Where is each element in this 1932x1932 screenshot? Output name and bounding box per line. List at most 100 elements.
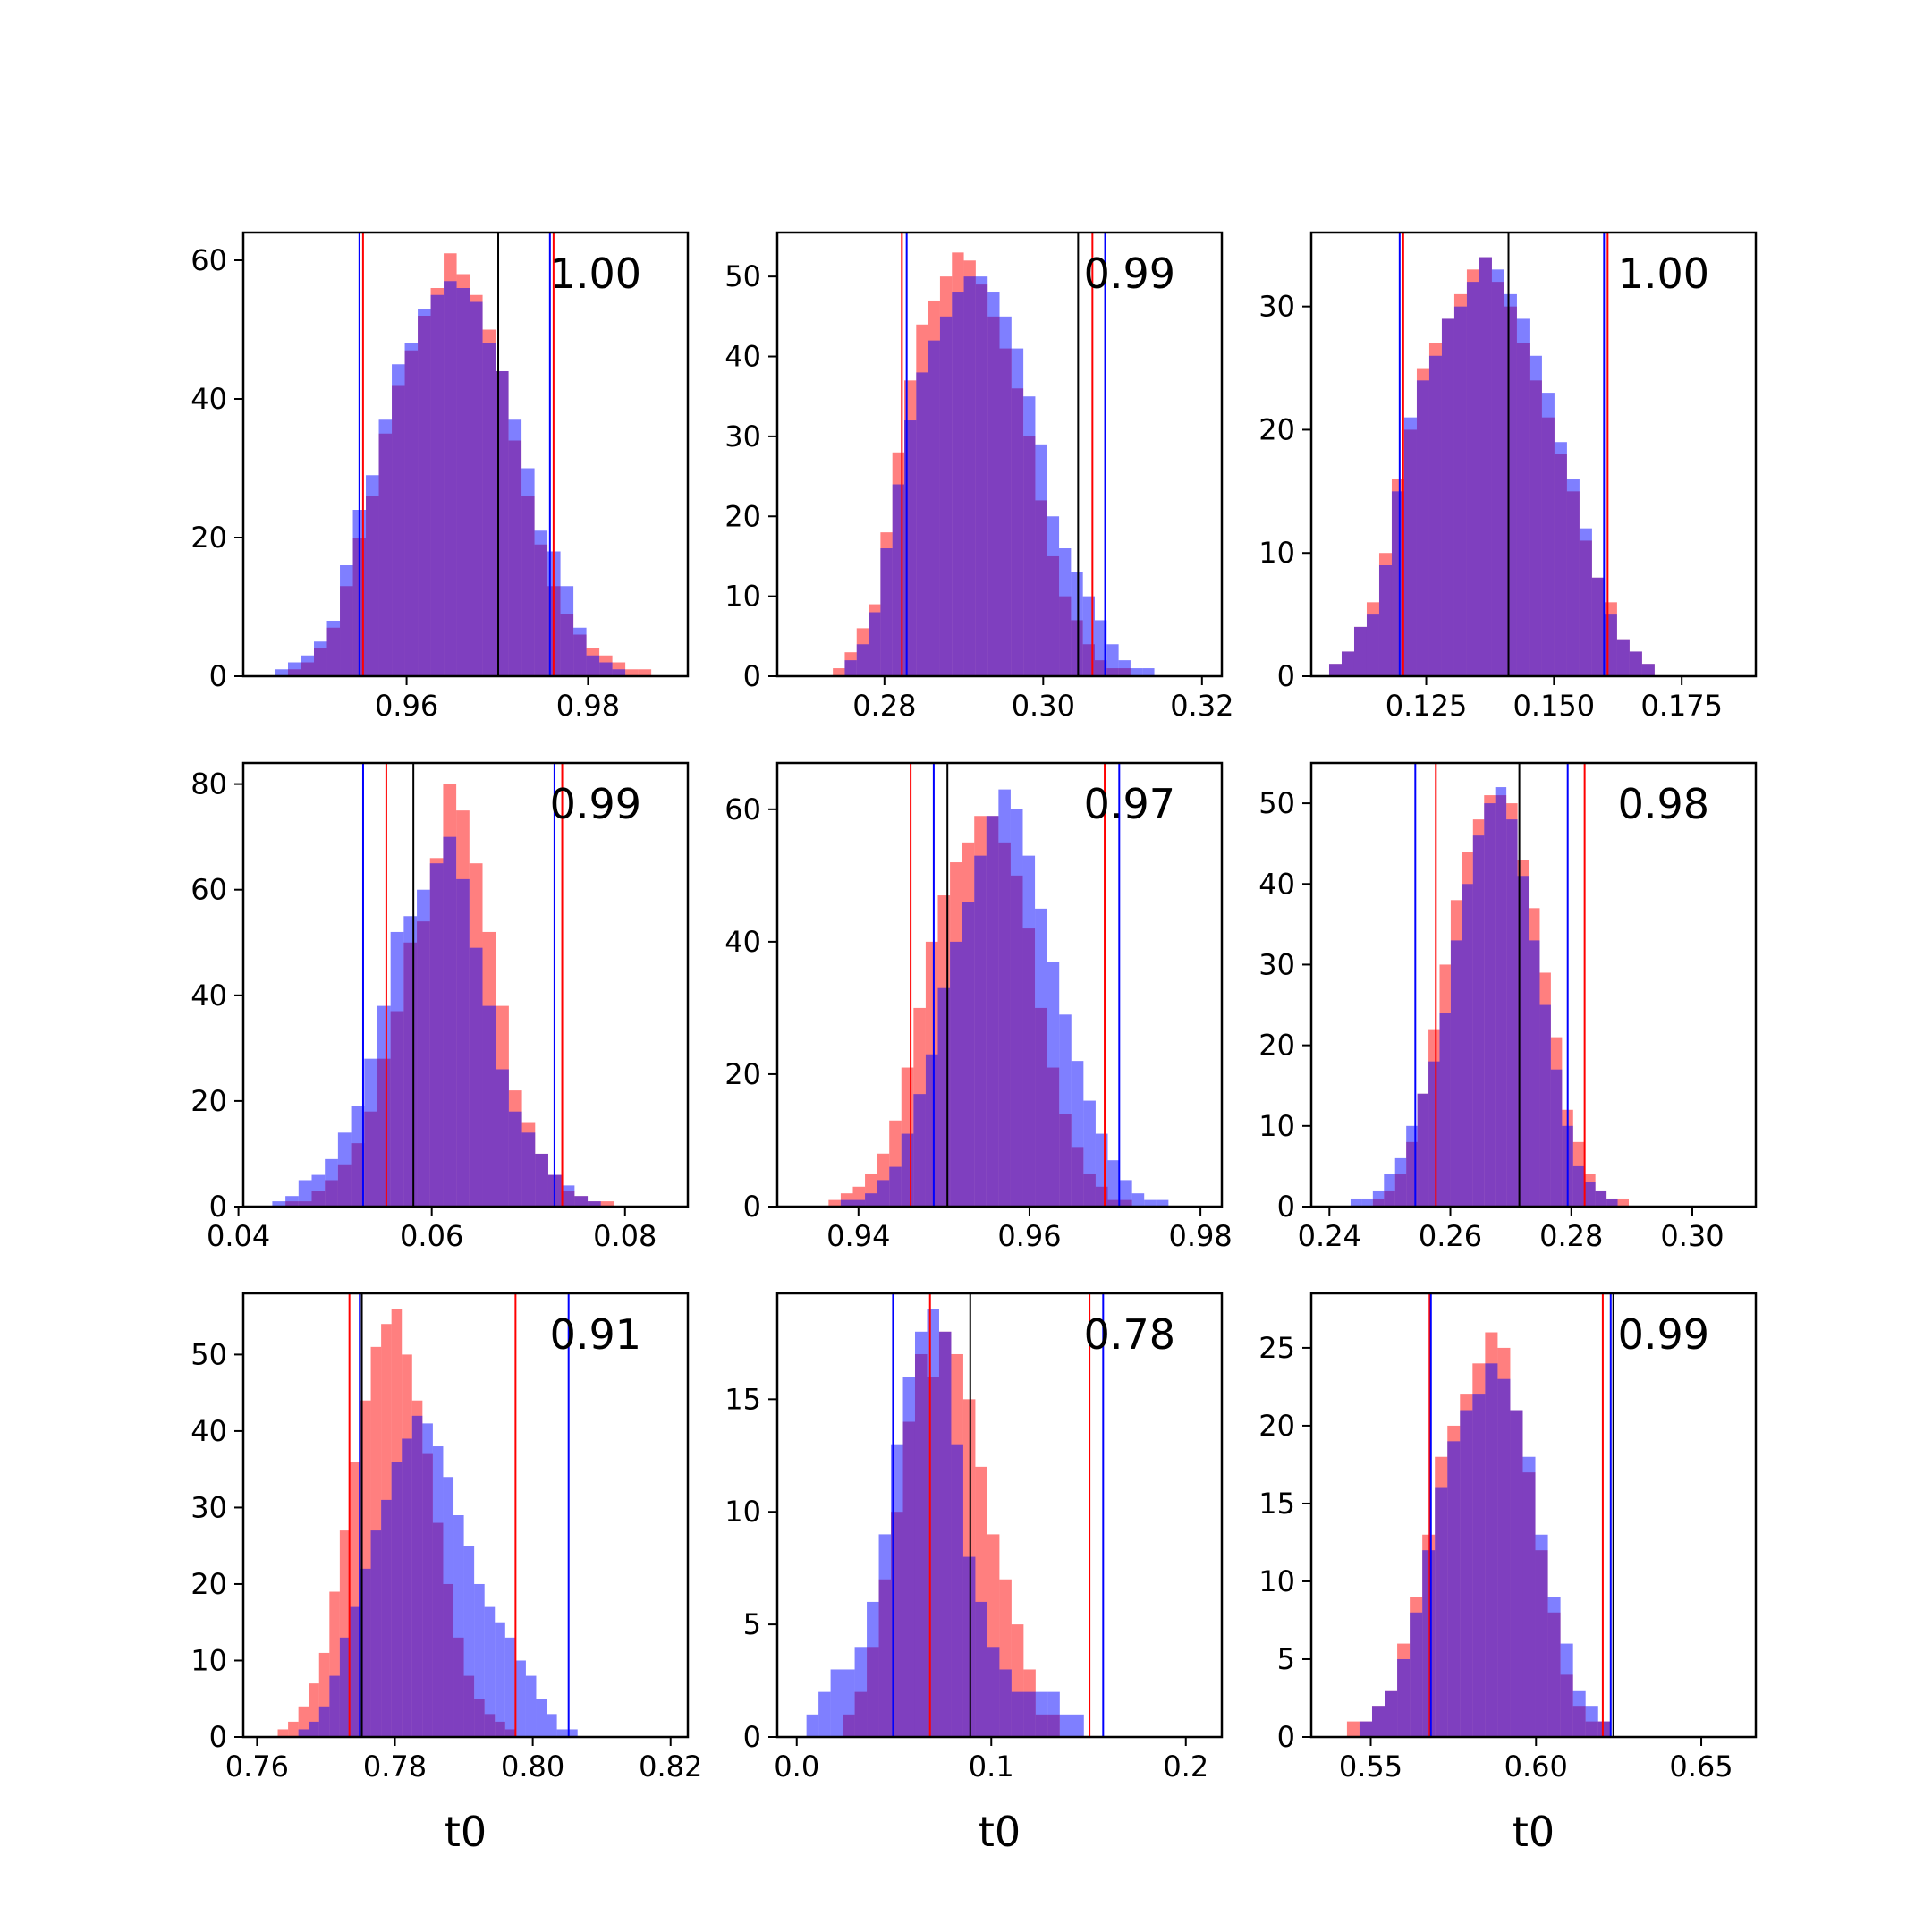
subplot-9: 0.55 0.60 0.65 0 5 10 15 20 25 0.99 t0 <box>1258 1292 1758 1856</box>
x-tick-label: 0.24 <box>1298 1219 1361 1253</box>
histogram-bar <box>521 1132 536 1207</box>
histogram-bar <box>339 1530 351 1737</box>
y-tick-label: 40 <box>724 340 761 374</box>
histogram-bar <box>443 1477 454 1737</box>
x-tick-label: 0.98 <box>556 689 620 723</box>
histogram-bar <box>309 1683 319 1737</box>
histogram-bar <box>1597 1721 1611 1737</box>
histogram-bar <box>962 902 975 1207</box>
histogram-bar <box>1350 1198 1362 1207</box>
histogram-bar <box>1130 668 1143 676</box>
axes-frame <box>775 1292 1224 1739</box>
histogram-bar <box>1517 876 1530 1207</box>
histogram-bar <box>314 641 327 676</box>
histogram-blue <box>272 836 601 1207</box>
histogram-bar <box>329 1591 340 1737</box>
y-tick-label: 10 <box>724 1495 761 1529</box>
histogram-bar <box>1394 1157 1407 1207</box>
histogram-bar <box>418 309 431 676</box>
histogram-bar <box>422 1423 433 1737</box>
histogram-bar <box>272 1201 286 1207</box>
histogram-bar <box>567 1729 578 1737</box>
histogram-bar <box>939 316 953 676</box>
histogram-bar <box>1484 803 1496 1207</box>
x-tick-label: 0.2 <box>1163 1750 1208 1784</box>
histogram-blue <box>806 1309 1084 1737</box>
histogram-bar <box>403 916 418 1207</box>
correlation-annotation: 0.78 <box>1084 1310 1175 1359</box>
axes-frame <box>1309 231 1758 678</box>
histogram-bar <box>1572 1165 1585 1207</box>
histogram-bar <box>843 1669 855 1737</box>
histogram-bar <box>390 931 404 1207</box>
subplot-7: 0.76 0.78 0.80 0.82 0 10 20 30 40 50 0.91 t0 <box>191 1292 702 1856</box>
y-tick-label: 10 <box>1258 536 1295 570</box>
histogram-bar <box>1059 1014 1072 1207</box>
y-tick-label: 20 <box>1258 1409 1295 1443</box>
axes-frame <box>242 1292 690 1739</box>
y-tick-label: 0 <box>1277 1190 1295 1224</box>
histogram-bar <box>521 468 535 676</box>
y-tick-label: 30 <box>1258 290 1295 324</box>
y-tick-label: 30 <box>1258 947 1295 981</box>
histogram-blue <box>275 281 626 676</box>
x-tick-label: 0.98 <box>1168 1219 1232 1253</box>
histogram-bar <box>1366 614 1379 676</box>
x-tick-label: 0.94 <box>826 1219 890 1253</box>
histogram-bar <box>301 655 315 676</box>
histogram-bar <box>1547 1597 1561 1737</box>
histogram-bar <box>417 889 430 1207</box>
y-tick-label: 0 <box>743 1720 761 1754</box>
histogram-bar <box>974 855 987 1207</box>
histogram-blue <box>1328 257 1655 676</box>
y-tick-label: 15 <box>724 1382 761 1416</box>
correlation-annotation: 0.91 <box>550 1310 641 1359</box>
histogram-bar <box>411 1415 423 1737</box>
histogram-bar <box>1479 257 1492 676</box>
histogram-blue <box>840 789 1169 1207</box>
y-tick-label: 80 <box>191 767 227 801</box>
y-tick-label: 20 <box>191 521 227 555</box>
histogram-bar <box>998 789 1011 1207</box>
histogram-bar <box>340 565 353 676</box>
y-tick-label: 60 <box>191 243 227 277</box>
histogram-bar <box>351 1106 365 1207</box>
histogram-bar <box>560 586 574 676</box>
histogram-bar <box>288 662 301 676</box>
y-tick-label: 40 <box>191 382 227 416</box>
histogram-bar <box>377 1005 391 1207</box>
histogram-bar <box>902 1377 915 1737</box>
histogram-bar <box>1047 1691 1060 1737</box>
x-tick-label: 0.96 <box>997 1219 1061 1253</box>
histogram-bar <box>1071 572 1083 676</box>
y-tick-label: 50 <box>191 1337 227 1371</box>
x-tick-label: 0.06 <box>400 1219 463 1253</box>
histogram-bar <box>952 292 964 676</box>
x-tick-label: 0.96 <box>375 689 438 723</box>
histogram-bar <box>1539 1004 1551 1207</box>
histogram-bar <box>364 1058 377 1207</box>
y-tick-label: 50 <box>724 259 761 293</box>
axes-frame <box>775 761 1224 1208</box>
x-tick-label: 0.26 <box>1419 1219 1482 1253</box>
y-tick-label: 0 <box>209 659 227 693</box>
x-tick-label: 0.65 <box>1669 1750 1733 1784</box>
histogram-bar <box>311 1174 326 1207</box>
histogram-bar <box>600 1201 614 1207</box>
y-tick-label: 0 <box>209 1190 227 1224</box>
histogram-bar <box>877 1180 890 1207</box>
histogram-bar <box>1566 479 1580 676</box>
y-tick-label: 10 <box>1258 1564 1295 1598</box>
y-tick-label: 10 <box>191 1643 227 1677</box>
histogram-bar <box>1144 1199 1157 1207</box>
histogram-bar <box>1361 1198 1373 1207</box>
histogram-bar <box>1472 1394 1486 1737</box>
histogram-bar <box>1022 855 1036 1207</box>
histogram-bar <box>495 1622 505 1737</box>
histogram-bar <box>1550 1069 1563 1207</box>
histogram-bar <box>536 1699 547 1737</box>
histogram-bar <box>1142 668 1155 676</box>
histogram-bar <box>1359 1721 1372 1737</box>
x-tick-label: 0.32 <box>1170 689 1233 723</box>
histogram-bar <box>1059 548 1072 676</box>
